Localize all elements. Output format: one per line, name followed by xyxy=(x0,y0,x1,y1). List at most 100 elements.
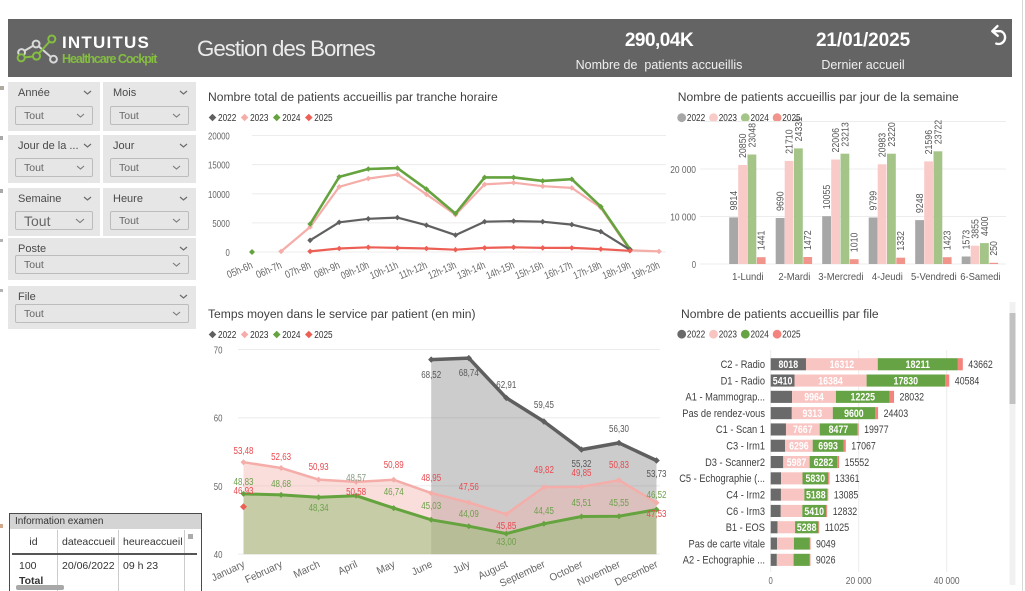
svg-text:9600: 9600 xyxy=(844,408,864,420)
svg-text:9814: 9814 xyxy=(728,191,740,211)
svg-text:19977: 19977 xyxy=(864,424,889,436)
svg-text:C6 - Irm3: C6 - Irm3 xyxy=(726,506,765,518)
svg-text:1332: 1332 xyxy=(895,231,907,251)
svg-text:46,93: 46,93 xyxy=(234,486,254,497)
svg-text:18211: 18211 xyxy=(906,359,931,371)
svg-text:Nombre total de patients accue: Nombre total de patients accueillis par … xyxy=(208,90,498,104)
svg-text:Pas de carte vitale: Pas de carte vitale xyxy=(689,538,766,550)
svg-text:5410: 5410 xyxy=(773,375,793,387)
svg-text:47,53: 47,53 xyxy=(647,509,667,520)
svg-text:Pas de rendez-vous: Pas de rendez-vous xyxy=(682,408,765,420)
svg-text:56,30: 56,30 xyxy=(609,424,629,435)
svg-text:6993: 6993 xyxy=(818,441,838,453)
svg-text:40584: 40584 xyxy=(955,375,980,387)
svg-text:49,85: 49,85 xyxy=(572,468,592,479)
svg-text:June: June xyxy=(410,558,435,578)
svg-text:1573: 1573 xyxy=(961,230,973,250)
svg-text:9964: 9964 xyxy=(804,392,824,404)
svg-text:13h-14h: 13h-14h xyxy=(455,259,487,282)
svg-text:68,74: 68,74 xyxy=(459,368,479,379)
svg-text:15552: 15552 xyxy=(845,457,870,469)
svg-text:50,58: 50,58 xyxy=(346,487,366,498)
svg-text:9690: 9690 xyxy=(775,191,787,211)
svg-text:70: 70 xyxy=(214,345,223,357)
svg-text:50,83: 50,83 xyxy=(609,460,629,471)
svg-text:53,73: 53,73 xyxy=(647,469,667,480)
svg-text:2023: 2023 xyxy=(250,113,269,124)
svg-text:45,55: 45,55 xyxy=(609,498,629,509)
svg-text:23722: 23722 xyxy=(932,120,944,145)
svg-text:December: December xyxy=(613,558,660,589)
svg-text:C3 - Irm1: C3 - Irm1 xyxy=(726,441,765,453)
svg-text:50: 50 xyxy=(214,481,223,493)
svg-text:17067: 17067 xyxy=(851,441,876,453)
svg-text:5188: 5188 xyxy=(806,490,826,502)
svg-text:9799: 9799 xyxy=(868,191,880,211)
svg-text:5288: 5288 xyxy=(797,522,817,534)
svg-text:17830: 17830 xyxy=(894,375,919,387)
svg-text:46,52: 46,52 xyxy=(647,490,667,501)
svg-text:2023: 2023 xyxy=(250,330,269,341)
svg-text:1010: 1010 xyxy=(849,232,861,252)
svg-text:A1 - Mammograp...: A1 - Mammograp... xyxy=(686,392,766,404)
svg-text:2024: 2024 xyxy=(282,113,301,124)
svg-text:2025: 2025 xyxy=(314,113,333,124)
svg-text:11025: 11025 xyxy=(825,522,850,534)
svg-text:April: April xyxy=(336,558,359,577)
svg-text:10000: 10000 xyxy=(208,189,230,201)
svg-text:February: February xyxy=(243,558,285,586)
svg-text:10 000: 10 000 xyxy=(670,212,696,224)
svg-text:08h-9h: 08h-9h xyxy=(312,259,342,281)
svg-text:12832: 12832 xyxy=(833,506,858,518)
svg-text:2-Mardi: 2-Mardi xyxy=(778,271,810,283)
svg-text:10055: 10055 xyxy=(821,185,833,210)
svg-text:47,56: 47,56 xyxy=(459,482,479,493)
svg-text:05h-6h: 05h-6h xyxy=(225,259,255,281)
svg-text:48,34: 48,34 xyxy=(309,503,329,514)
svg-text:March: March xyxy=(292,558,322,581)
svg-text:06h-7h: 06h-7h xyxy=(254,259,284,281)
svg-text:43662: 43662 xyxy=(968,359,993,371)
svg-text:16384: 16384 xyxy=(818,375,843,387)
svg-text:20 000: 20 000 xyxy=(846,575,872,587)
svg-text:A2 - Echographie ...: A2 - Echographie ... xyxy=(683,555,765,567)
svg-text:0: 0 xyxy=(692,259,696,271)
svg-text:48,83: 48,83 xyxy=(234,477,254,488)
svg-text:18h-19h: 18h-19h xyxy=(601,259,633,282)
svg-text:62,91: 62,91 xyxy=(496,380,516,391)
svg-text:1423: 1423 xyxy=(942,230,954,250)
svg-text:3-Mercredi: 3-Mercredi xyxy=(818,271,863,283)
svg-text:B1 - EOS: B1 - EOS xyxy=(726,522,765,534)
svg-text:60: 60 xyxy=(214,413,223,425)
svg-text:23213: 23213 xyxy=(839,122,851,147)
svg-text:6-Samedi: 6-Samedi xyxy=(960,271,1000,283)
svg-text:Nombre de patients accueillis: Nombre de patients accueillis par file xyxy=(681,307,879,321)
svg-text:2022: 2022 xyxy=(687,330,706,341)
svg-text:C1 - Scan 1: C1 - Scan 1 xyxy=(716,424,765,436)
svg-text:45,03: 45,03 xyxy=(421,501,441,512)
svg-text:8477: 8477 xyxy=(829,424,849,436)
svg-text:59,45: 59,45 xyxy=(534,400,554,411)
svg-text:68,52: 68,52 xyxy=(421,370,441,381)
svg-text:48,57: 48,57 xyxy=(346,473,366,484)
svg-text:2025: 2025 xyxy=(314,330,333,341)
svg-text:Nombre de patients accueillis: Nombre de patients accueillis par jour d… xyxy=(678,90,959,104)
svg-text:24403: 24403 xyxy=(884,408,909,420)
svg-text:16312: 16312 xyxy=(830,359,855,371)
svg-text:D1 - Radio: D1 - Radio xyxy=(721,375,765,387)
svg-text:2024: 2024 xyxy=(751,330,770,341)
svg-text:15000: 15000 xyxy=(208,160,230,172)
svg-text:May: May xyxy=(375,558,398,577)
svg-text:20 000: 20 000 xyxy=(670,164,696,176)
svg-text:1441: 1441 xyxy=(756,230,768,250)
svg-text:13085: 13085 xyxy=(834,490,859,502)
svg-text:Temps moyen dans le service pa: Temps moyen dans le service par patient … xyxy=(208,307,476,321)
svg-text:45,85: 45,85 xyxy=(496,521,516,532)
svg-text:21596: 21596 xyxy=(923,130,935,155)
svg-text:9313: 9313 xyxy=(803,408,823,420)
svg-text:22006: 22006 xyxy=(830,128,842,153)
svg-text:20850: 20850 xyxy=(737,133,749,158)
svg-text:4-Jeudi: 4-Jeudi xyxy=(872,271,903,283)
svg-text:5410: 5410 xyxy=(804,506,824,518)
svg-text:50,93: 50,93 xyxy=(309,462,329,473)
